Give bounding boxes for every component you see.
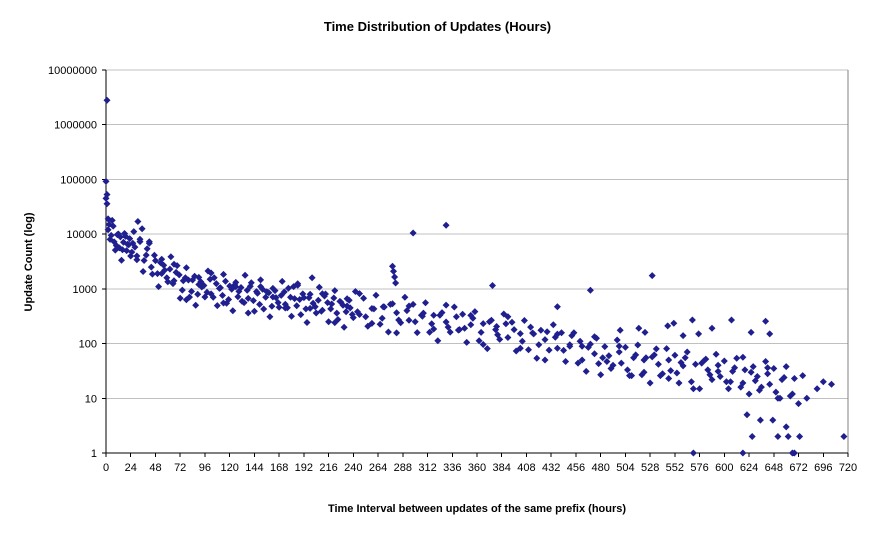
x-axis-title: Time Interval between updates of the sam… (327, 503, 627, 515)
svg-text:120: 120 (220, 462, 238, 474)
svg-text:144: 144 (245, 462, 263, 474)
svg-text:456: 456 (567, 462, 585, 474)
svg-text:24: 24 (125, 462, 137, 474)
svg-text:672: 672 (789, 462, 807, 474)
chart-title: Time Distribution of Updates (Hours) (323, 19, 552, 34)
svg-text:528: 528 (641, 462, 659, 474)
svg-text:624: 624 (740, 462, 758, 474)
svg-text:72: 72 (174, 462, 186, 474)
svg-text:96: 96 (199, 462, 211, 474)
svg-text:48: 48 (149, 462, 161, 474)
svg-text:360: 360 (468, 462, 486, 474)
svg-text:1000000: 1000000 (54, 120, 97, 132)
svg-text:384: 384 (493, 462, 511, 474)
svg-text:1000: 1000 (73, 284, 97, 296)
svg-text:0: 0 (103, 462, 109, 474)
svg-text:100000: 100000 (60, 174, 97, 186)
svg-text:600: 600 (715, 462, 733, 474)
svg-text:576: 576 (690, 462, 708, 474)
svg-text:336: 336 (443, 462, 461, 474)
svg-text:480: 480 (591, 462, 609, 474)
svg-text:10: 10 (85, 393, 97, 405)
svg-text:408: 408 (517, 462, 535, 474)
data-points (102, 96, 848, 457)
svg-text:216: 216 (319, 462, 337, 474)
svg-text:168: 168 (270, 462, 288, 474)
svg-text:720: 720 (839, 462, 857, 474)
svg-text:312: 312 (418, 462, 436, 474)
svg-text:552: 552 (666, 462, 684, 474)
svg-text:648: 648 (765, 462, 783, 474)
svg-text:192: 192 (295, 462, 313, 474)
svg-text:696: 696 (814, 462, 832, 474)
svg-text:264: 264 (369, 462, 387, 474)
svg-text:504: 504 (616, 462, 634, 474)
svg-text:100: 100 (79, 339, 97, 351)
svg-text:10000: 10000 (66, 229, 97, 241)
svg-text:240: 240 (344, 462, 362, 474)
svg-text:10000000: 10000000 (48, 65, 97, 77)
svg-text:1: 1 (91, 448, 97, 460)
svg-text:288: 288 (394, 462, 412, 474)
svg-text:432: 432 (542, 462, 560, 474)
